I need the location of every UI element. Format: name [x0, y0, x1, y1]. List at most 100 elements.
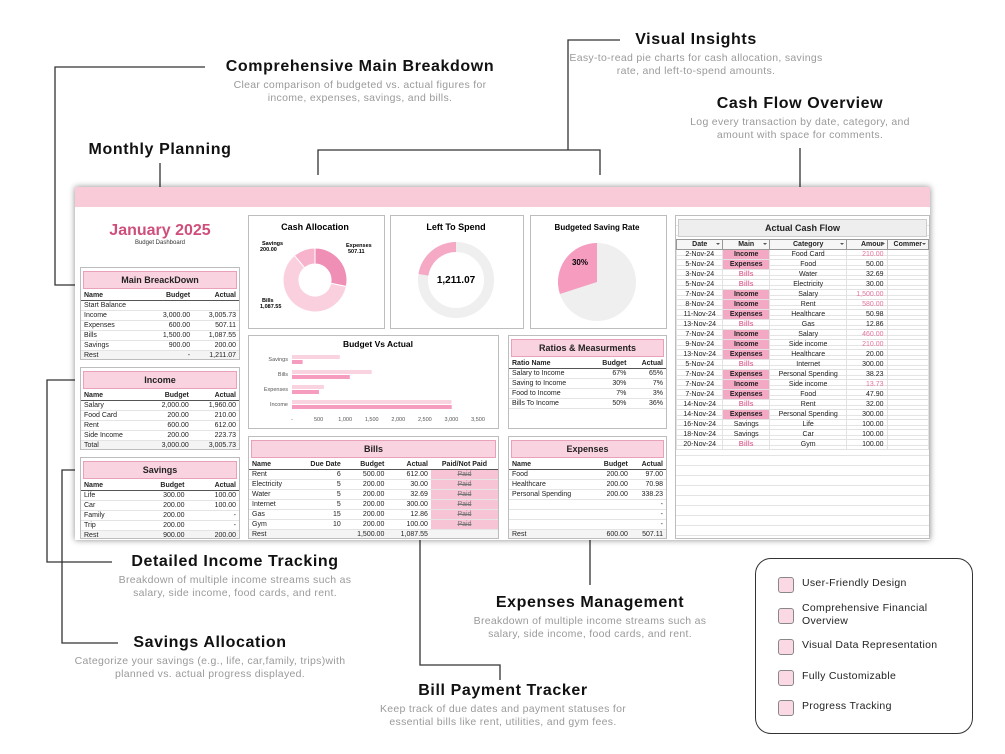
table-cell: Paid [430, 469, 498, 480]
table-cell: 200.00 [592, 489, 631, 500]
y-tick-label: Expenses [264, 387, 288, 393]
table-row: Food to Income 7% 3% [509, 388, 666, 399]
column-header: Commer [886, 239, 929, 250]
column-header: Budget [130, 481, 188, 491]
table-title: Actual Cash Flow [678, 219, 927, 237]
connector [567, 39, 620, 150]
x-tick-label: 3,000 [445, 417, 459, 423]
table-cell [592, 499, 631, 510]
table-cell: 100.00 [187, 490, 239, 501]
chart-title: Cash Allocation [281, 222, 349, 232]
table-cell: 612.00 [191, 420, 239, 431]
chart-title: Budgeted Saving Rate [555, 223, 640, 232]
table-cell: 200.00 [144, 410, 192, 421]
table-cell: 3,005.73 [191, 440, 239, 449]
bar [292, 405, 452, 409]
income-table: Income Name Budget Actual Salary 2,000.00 1,96… [80, 367, 240, 450]
connector [317, 149, 601, 175]
table-row: Bills 1,500.00 1,087.55 [81, 330, 239, 341]
callout-title: Visual Insights [635, 31, 757, 48]
x-tick-label: 500 [314, 417, 323, 423]
feature-text: Progress Tracking [802, 700, 892, 712]
column-header: Name [81, 481, 131, 491]
segment-label: Bills [262, 298, 274, 304]
callout: Expenses Management Breakdown of multiple… [450, 594, 730, 641]
callout-text: Breakdown of multiple income streams suc… [473, 615, 707, 640]
callout: Monthly Planning [60, 141, 260, 159]
table-header-row: Name Budget Actual [81, 291, 239, 301]
callout-text: Keep track of due dates and payment stat… [379, 703, 627, 728]
table-cell: Car [81, 500, 131, 511]
bar [292, 360, 303, 364]
table-cell: Electricity [249, 479, 297, 490]
callout-title: Savings Allocation [133, 634, 287, 651]
table-row: Healthcare 200.00 70.98 [509, 479, 666, 490]
x-tick-label: 1,500 [365, 417, 379, 423]
table-cell: - [630, 509, 666, 520]
table-row: Rent 600.00 612.00 [81, 420, 239, 431]
table-row: Start Balance [81, 300, 239, 311]
table-cell: 3,005.73 [193, 310, 239, 321]
table-header-row: Name Budget Actual [509, 460, 666, 470]
table-header-row: Ratio Name Budget Actual [509, 359, 666, 369]
donut-segment [282, 254, 347, 313]
table-cell: 200.00 [130, 510, 188, 521]
column-header: Budget [147, 291, 194, 301]
table-cell: - [630, 499, 666, 510]
expenses-table: Expenses Name Budget Actual Food 200.00 97.00 H… [508, 436, 667, 539]
dashboard-heading: January 2025 Budget Dashboard [80, 222, 240, 246]
table-title: Bills [251, 440, 496, 458]
bar [292, 390, 319, 394]
table-cell: 507.11 [630, 529, 666, 538]
table-cell: Rent [249, 469, 297, 480]
chart-title: Left To Spend [426, 222, 485, 232]
column-header: Name [81, 391, 145, 401]
donut-segment [314, 247, 348, 288]
table-row: Life 300.00 100.00 [81, 490, 239, 501]
table-cell [147, 300, 194, 311]
table-cell: 600.00 [592, 529, 631, 538]
table-cell: Food to Income [509, 388, 590, 399]
column-header: Budget [592, 460, 631, 470]
gauge-value: 1,211.07 [437, 275, 476, 286]
bar [292, 385, 324, 389]
table-row: 14-Nov-24 Expenses Personal Spending 300.00 [676, 409, 929, 420]
table-cell: 200.00 [343, 489, 388, 500]
table-cell: Food Card [81, 410, 145, 421]
table-cell: 200.00 [592, 479, 631, 490]
table-cell: 3% [629, 388, 666, 399]
table-cell: 6 [296, 469, 344, 480]
table-cell: 7% [589, 388, 630, 399]
table-row: - [509, 509, 666, 520]
table-row: Rest -1,211.07 [81, 350, 239, 359]
x-tick-label: - [291, 417, 293, 423]
table: Ratio Name Budget Actual Salary to Income 67… [509, 359, 666, 409]
table-row: Salary to Income 67% 65% [509, 368, 666, 379]
callout: Visual Insights Easy-to-read pie charts f… [566, 31, 826, 78]
table: Name Budget Actual Life 300.00 100.00 Car 200.0… [81, 481, 239, 538]
table-row: Car 200.00 100.00 [81, 500, 239, 511]
table-cell: - [187, 510, 239, 521]
table-row: Total 3,000.00 3,005.73 [81, 440, 239, 449]
pie-slice [558, 243, 597, 295]
table-row: 16-Nov-24 Savings Life 100.00 [676, 419, 929, 430]
table-cell: 100.00 [846, 439, 888, 450]
table: Name Due Date Budget Actual Paid/Not Paid Ren… [249, 460, 498, 538]
callout: Bill Payment Tracker Keep track of due da… [353, 682, 653, 729]
table-title: Savings [83, 461, 237, 479]
table-cell: 900.00 [130, 530, 188, 538]
bar [292, 375, 350, 379]
table-cell: Paid [430, 489, 498, 500]
column-header: Actual [629, 359, 666, 369]
column-header: Budget [589, 359, 630, 369]
table-cell: 1,960.00 [191, 400, 239, 411]
table-cell: 67% [589, 368, 630, 379]
callout-text: Log every transaction by date, category,… [690, 116, 910, 141]
table-cell: Internet [249, 499, 297, 510]
table-cell: 200.00 [343, 509, 388, 520]
table-cell: 1,087.55 [193, 330, 239, 341]
table-cell: 3,000.00 [144, 440, 192, 449]
feature-text: User-Friendly Design [802, 577, 907, 589]
bar [292, 355, 340, 359]
